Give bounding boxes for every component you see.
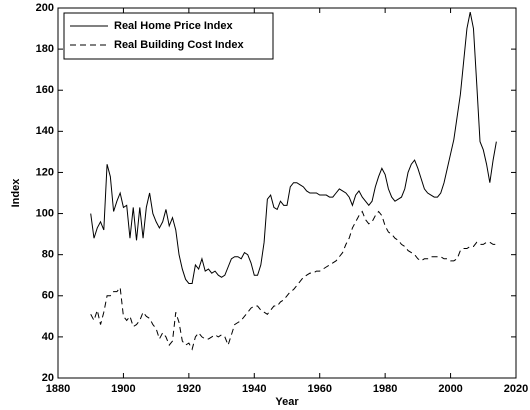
- y-tick-label: 20: [42, 372, 54, 384]
- y-tick-label: 180: [36, 43, 54, 55]
- x-tick-label: 1920: [177, 383, 201, 395]
- y-tick-label: 60: [42, 290, 54, 302]
- y-tick-label: 120: [36, 166, 54, 178]
- y-tick-label: 80: [42, 249, 54, 261]
- series-line: [90, 210, 497, 351]
- x-tick-label: 1940: [242, 383, 266, 395]
- x-tick-label: 2020: [504, 383, 528, 395]
- y-tick-label: 40: [42, 331, 54, 343]
- x-axis-label: Year: [275, 396, 299, 408]
- legend-label: Real Home Price Index: [114, 20, 233, 32]
- legend-box: [63, 12, 274, 60]
- y-tick-label: 100: [36, 207, 54, 219]
- y-tick-label: 200: [36, 2, 54, 14]
- x-tick-label: 1980: [373, 383, 397, 395]
- x-tick-label: 2000: [438, 383, 462, 395]
- x-tick-label: 1880: [46, 383, 70, 395]
- x-tick-label: 1900: [111, 383, 135, 395]
- y-tick-label: 160: [36, 84, 54, 96]
- legend-label: Real Building Cost Index: [114, 39, 244, 51]
- plot-frame: [57, 7, 517, 379]
- y-tick-label: 140: [36, 125, 54, 137]
- y-axis-label: Index: [10, 178, 22, 208]
- series-line: [90, 12, 497, 284]
- x-tick-label: 1960: [307, 383, 331, 395]
